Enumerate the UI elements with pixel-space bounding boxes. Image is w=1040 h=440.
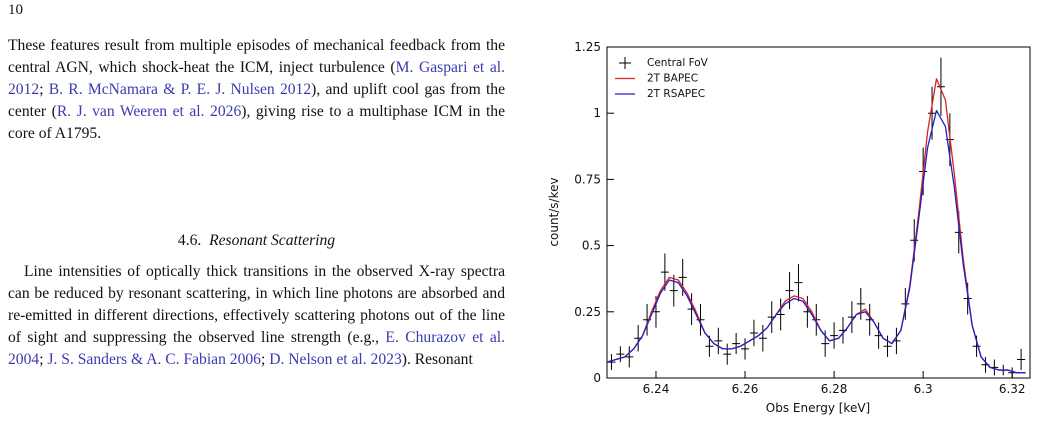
paragraph: These features result from multiple epis… bbox=[8, 35, 505, 145]
x-tick-label: 6.28 bbox=[821, 382, 848, 396]
y-tick-label: 0.5 bbox=[582, 239, 601, 253]
data-point bbox=[741, 338, 750, 360]
plot-area bbox=[607, 57, 1026, 378]
text-run: Line intensities of optically thick tran… bbox=[8, 263, 505, 346]
y-axis-label: count/s/kev bbox=[547, 177, 561, 246]
text-run: ; bbox=[39, 81, 49, 98]
text-run: ). Resonant bbox=[401, 351, 473, 368]
data-point bbox=[1017, 348, 1026, 371]
y-tick-label: 0.75 bbox=[574, 172, 601, 186]
model-line bbox=[607, 109, 1026, 374]
data-point bbox=[936, 57, 945, 116]
data-point bbox=[901, 287, 910, 320]
x-tick-label: 6.3 bbox=[914, 382, 933, 396]
data-point bbox=[785, 272, 794, 310]
x-tick-label: 6.24 bbox=[643, 382, 670, 396]
text-run: ), giving rise to a multiphase ICM in th… bbox=[8, 103, 505, 142]
data-point bbox=[696, 303, 705, 336]
data-point bbox=[856, 287, 865, 320]
y-tick-label: 1 bbox=[593, 106, 601, 120]
legend-label: Central FoV bbox=[647, 57, 709, 69]
legend-label: 2T RSAPEC bbox=[647, 88, 705, 100]
y-tick-label: 1.25 bbox=[574, 40, 601, 54]
chart: Obs Energy [keV] count/s/kev 6.24 6.26 6.2… bbox=[547, 40, 1031, 415]
data-point bbox=[830, 322, 839, 349]
data-point bbox=[714, 327, 723, 355]
data-point bbox=[821, 330, 830, 357]
citation[interactable]: E. Churazov et al. 2004 bbox=[8, 329, 506, 368]
plot-frame bbox=[606, 46, 1031, 379]
text-run: ; bbox=[260, 351, 270, 368]
data-point bbox=[883, 335, 892, 357]
data-point bbox=[776, 298, 785, 331]
text-run: ), and uplift cool gas from the center ( bbox=[8, 81, 505, 120]
section-heading: 4.6. Resonant Scattering bbox=[8, 232, 505, 250]
legend-label: 2T BAPEC bbox=[647, 73, 698, 85]
text-run: ; bbox=[39, 351, 48, 368]
x-axis-label: Obs Energy [keV] bbox=[766, 401, 870, 415]
data-point bbox=[794, 264, 803, 302]
y-tick-label: 0.25 bbox=[574, 305, 601, 319]
data-point bbox=[758, 325, 767, 352]
citation[interactable]: D. Nelson et al. 2023 bbox=[269, 351, 402, 368]
x-tick-label: 6.26 bbox=[732, 382, 759, 396]
citation[interactable]: J. S. Sanders & A. C. Fabian 2006 bbox=[47, 351, 261, 368]
data-point bbox=[669, 274, 678, 307]
data-point bbox=[625, 346, 634, 368]
section-title: Resonant Scattering bbox=[209, 232, 336, 249]
page-number: 10 bbox=[8, 2, 23, 18]
section-number: 4.6. bbox=[177, 232, 202, 249]
paragraph: Line intensities of optically thick tran… bbox=[8, 261, 505, 371]
data-point bbox=[732, 332, 741, 355]
citation[interactable]: R. J. van Weeren et al. 2026 bbox=[56, 103, 242, 120]
legend-swatch bbox=[619, 57, 631, 69]
citation[interactable]: B. R. McNamara & P. E. J. Nulsen 2012 bbox=[48, 81, 312, 98]
data-point bbox=[723, 343, 732, 365]
data-point bbox=[749, 319, 758, 347]
x-tick-label: 6.32 bbox=[999, 382, 1026, 396]
y-tick-label: 0 bbox=[593, 371, 601, 385]
data-point bbox=[616, 346, 625, 363]
citation[interactable]: M. Gaspari et al. 2012 bbox=[8, 59, 505, 98]
text-run: These features result from multiple epis… bbox=[8, 37, 505, 76]
